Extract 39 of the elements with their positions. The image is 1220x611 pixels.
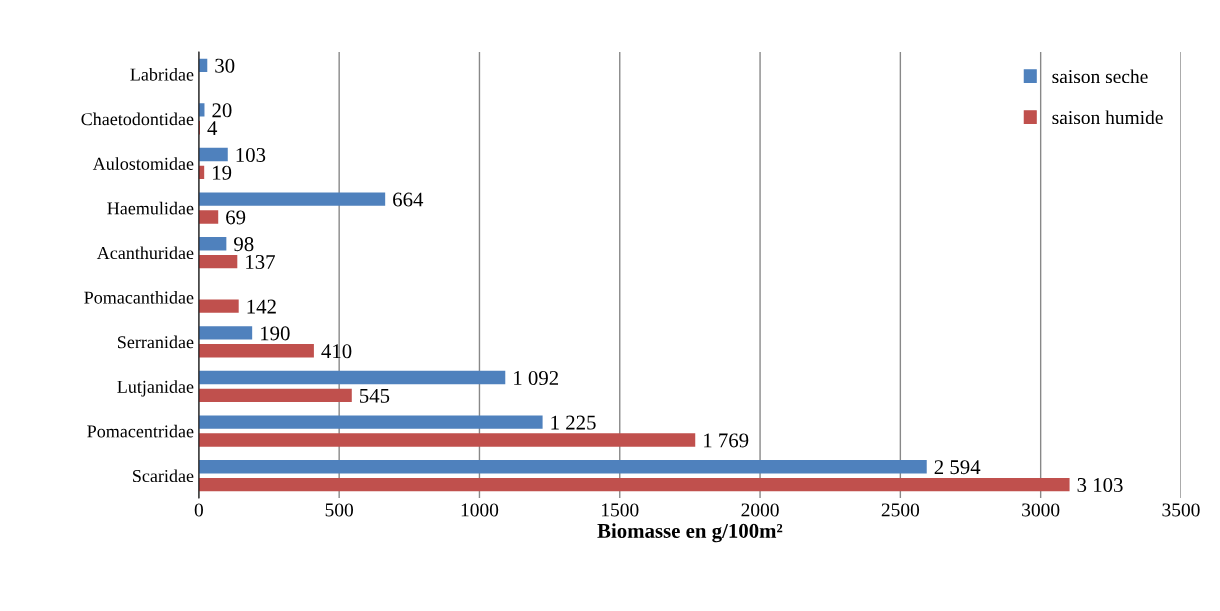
x-tick-label: 2000 xyxy=(741,503,779,517)
x-tick-label: 500 xyxy=(325,503,353,517)
y-tick-label: Chaetodontidae xyxy=(81,112,194,126)
x-tick-label: 2500 xyxy=(881,503,920,517)
x-tick-label: 3500 xyxy=(1162,503,1200,517)
data-label: 4 xyxy=(207,121,218,135)
y-tick-label: Scaridae xyxy=(133,469,194,483)
y-tick-label: Serranidae xyxy=(118,335,194,349)
data-label: 98 xyxy=(234,237,254,252)
data-label: 410 xyxy=(321,344,352,359)
y-tick-label: Haemulidae xyxy=(107,201,194,215)
x-axis-title: Biomasse en g/100m² xyxy=(597,523,783,543)
legend-label: saison humide xyxy=(1052,110,1163,125)
data-label: 142 xyxy=(247,299,276,314)
data-label: 19 xyxy=(213,165,232,180)
data-label: 30 xyxy=(215,58,235,73)
data-label: 545 xyxy=(360,388,390,403)
data-label: 664 xyxy=(393,192,424,207)
data-label: 1 225 xyxy=(551,415,596,430)
data-label: 103 xyxy=(236,147,266,162)
y-tick-label: Acanthuridae xyxy=(96,246,194,260)
x-tick-label: 3000 xyxy=(1022,503,1060,517)
data-label: 1 769 xyxy=(704,433,749,448)
data-label: 2 594 xyxy=(934,460,981,475)
x-tick-label: 1500 xyxy=(602,503,639,517)
data-label: 3 103 xyxy=(1077,477,1123,493)
y-tick-label: Pomacanthidae xyxy=(84,290,194,304)
y-tick-label: Aulostomidae xyxy=(92,157,194,170)
y-tick-label: Lutjanidae xyxy=(117,380,194,397)
data-label: 69 xyxy=(226,210,246,225)
data-label: 190 xyxy=(261,326,290,341)
legend-label: saison seche xyxy=(1052,69,1148,84)
data-label: 20 xyxy=(212,103,232,118)
x-tick-label: 0 xyxy=(194,503,203,517)
data-label: 1 092 xyxy=(514,370,559,385)
y-tick-label: Labridae xyxy=(130,67,194,81)
data-label: 137 xyxy=(246,255,275,270)
y-tick-label: Pomacentridae xyxy=(87,424,194,438)
x-tick-label: 1000 xyxy=(461,503,499,517)
